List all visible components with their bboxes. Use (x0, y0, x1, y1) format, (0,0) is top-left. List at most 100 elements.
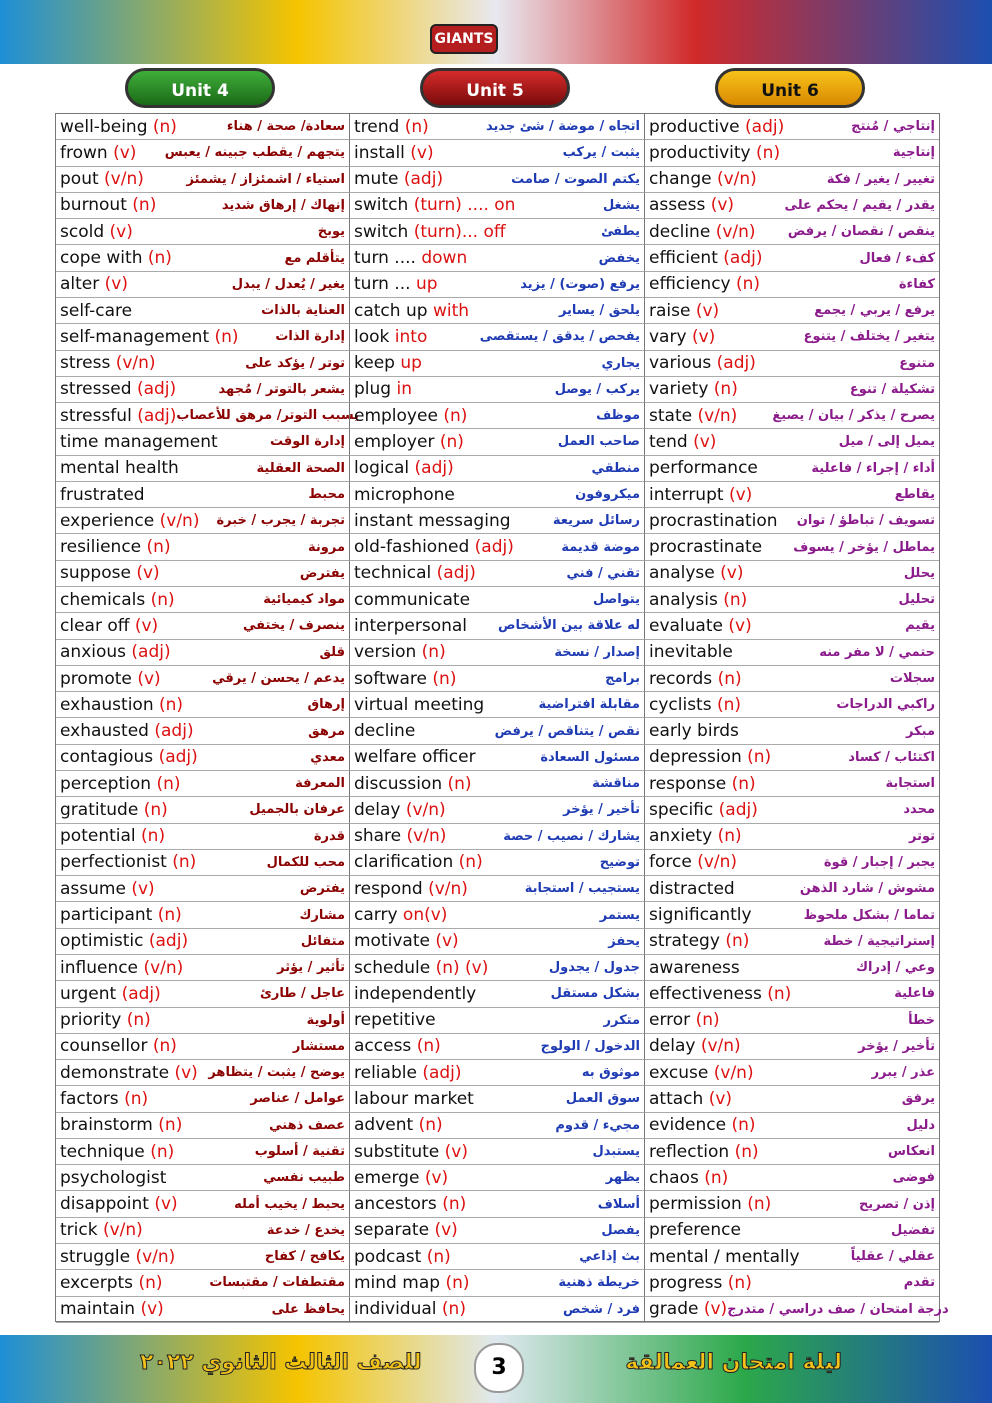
english-term: productive (adj) (649, 117, 784, 137)
word: efficient (649, 248, 718, 269)
vocab-row: productive (adj) إنتاجي / مُنتج (644, 114, 939, 141)
vocab-row: virtual meeting مقابلة افتراضية (349, 692, 644, 719)
vocab-row: decline (v/n) ينقص / نقصان / يرفض (644, 219, 939, 246)
vocab-row: microphone ميكروفون (349, 481, 644, 509)
vocab-row: efficient (adj) كفء / فعال (644, 245, 939, 272)
english-term: significantly (649, 905, 752, 925)
word: logical (354, 458, 410, 479)
part-of-speech: up (415, 274, 438, 295)
part-of-speech: (n) (727, 1272, 752, 1293)
arabic-meaning: تقنية / أسلوب (254, 1144, 345, 1160)
unit-header: Unit 5 (420, 68, 570, 108)
english-term: self-care (60, 301, 132, 321)
english-term: counsellor (n) (60, 1036, 177, 1056)
english-term: awareness (649, 958, 740, 978)
english-term: trend (n) (354, 117, 429, 137)
arabic-meaning: إدارة الذات (275, 329, 345, 345)
part-of-speech: (adj) (745, 116, 785, 137)
part-of-speech: (v) (708, 1088, 733, 1109)
part-of-speech: (v) (728, 484, 753, 505)
vocab-row: strategy (n) إستراتيجية / خطة (644, 928, 939, 955)
word: awareness (649, 957, 740, 978)
part-of-speech: (n) (150, 589, 175, 610)
arabic-meaning: تجربة / يجرب / خبرة (216, 513, 345, 529)
footer-grade: للصف الثالث الثانوي ٢٠٢٢ (140, 1350, 423, 1376)
part-of-speech: (n) (432, 668, 457, 689)
arabic-meaning: تقدم (903, 1275, 935, 1291)
arabic-meaning: متكرر (603, 1012, 641, 1028)
vocab-row: discussion (n) مناقشة (349, 771, 644, 798)
arabic-meaning: استياء / اشمئزاز / يشمئز (186, 171, 346, 187)
arabic-meaning: خريطة ذهنية (558, 1275, 640, 1291)
vocab-row: time management إدارة الوقت (56, 429, 349, 456)
vocab-row: excuse (v/n) عذر / يبرر (644, 1060, 939, 1087)
arabic-meaning: تغيير / يغير / فكة (826, 171, 935, 187)
part-of-speech: (v) (434, 1220, 458, 1241)
english-term: stress (v/n) (60, 353, 156, 373)
vocab-row: reliable (adj) موثوق به (349, 1060, 644, 1087)
vocab-row: cope with (n) يتأقلم مع (56, 245, 349, 272)
english-term: effectiveness (n) (649, 984, 791, 1004)
part-of-speech: (v/n) (700, 1036, 741, 1057)
part-of-speech: (adj) (723, 248, 763, 269)
vocab-row: significantly تماما / بشكل ملحوظ (644, 902, 939, 929)
part-of-speech: (n) (418, 1115, 443, 1136)
arabic-meaning: يلحق / يساير (558, 303, 640, 319)
english-term: cope with (n) (60, 248, 172, 268)
arabic-meaning: إذن / تصريح (858, 1196, 935, 1212)
word: attach (649, 1088, 704, 1109)
arabic-meaning: عصف ذهني (269, 1117, 345, 1133)
word: productivity (649, 142, 751, 163)
part-of-speech: (n) (150, 1141, 175, 1162)
english-term: perception (n) (60, 774, 180, 794)
english-term: psychologist (60, 1168, 166, 1188)
vocab-row: keep up يجاري (349, 350, 644, 377)
english-term: attach (v) (649, 1089, 732, 1109)
english-term: switch (turn)... off (354, 222, 506, 242)
word: promote (60, 668, 132, 689)
vocab-row: struggle (v/n) يكافح / كفاح (56, 1244, 349, 1271)
english-term: efficient (adj) (649, 248, 762, 268)
word: experience (60, 510, 155, 531)
arabic-meaning: محدد (903, 802, 935, 818)
part-of-speech: (n) (731, 1115, 756, 1136)
part-of-speech: (v/n) (697, 405, 738, 426)
part-of-speech: (v) (136, 563, 160, 584)
vocab-row: error (n) خطأ (644, 1007, 939, 1034)
english-term: time management (60, 432, 218, 452)
english-term: anxiety (n) (649, 826, 742, 846)
english-term: force (v/n) (649, 852, 737, 872)
word: assume (60, 878, 126, 899)
arabic-meaning: كفء / فعال (859, 250, 936, 266)
english-term: motivate (v) (354, 931, 459, 951)
arabic-meaning: أسلاف (597, 1196, 640, 1212)
word: emerge (354, 1167, 420, 1188)
vocab-row: trend (n) اتجاه / موضة / شئ جديد (349, 114, 644, 141)
english-term: struggle (v/n) (60, 1247, 175, 1267)
arabic-meaning: متنوع (899, 355, 935, 371)
word: counsellor (60, 1036, 148, 1057)
word: excerpts (60, 1272, 134, 1293)
word: state (649, 405, 693, 426)
english-term: efficiency (n) (649, 274, 760, 294)
part-of-speech: (n) (695, 1010, 720, 1031)
english-term: repetitive (354, 1010, 436, 1030)
word: depression (649, 747, 742, 768)
vocab-row: force (v/n) يجبر / إجبار / قوة (644, 849, 939, 877)
arabic-meaning: إستراتيجية / خطة (823, 933, 935, 949)
english-term: maintain (v) (60, 1299, 164, 1319)
word: trend (354, 116, 400, 137)
word: disappoint (60, 1194, 149, 1215)
english-term: experience (v/n) (60, 511, 199, 531)
word: force (649, 852, 692, 873)
word: stress (60, 353, 111, 374)
english-term: employer (n) (354, 432, 464, 452)
word: frown (60, 142, 108, 163)
part-of-speech: (n) (158, 1115, 183, 1136)
vocab-row: grade (v) درجة امتحان / صف دراسي / متدرج (644, 1296, 949, 1323)
word: repetitive (354, 1010, 436, 1031)
arabic-meaning: عوامل / عناصر (250, 1091, 345, 1107)
word: respond (354, 878, 423, 899)
part-of-speech: (v) (174, 1062, 198, 1083)
part-of-speech: (n) (421, 642, 446, 663)
